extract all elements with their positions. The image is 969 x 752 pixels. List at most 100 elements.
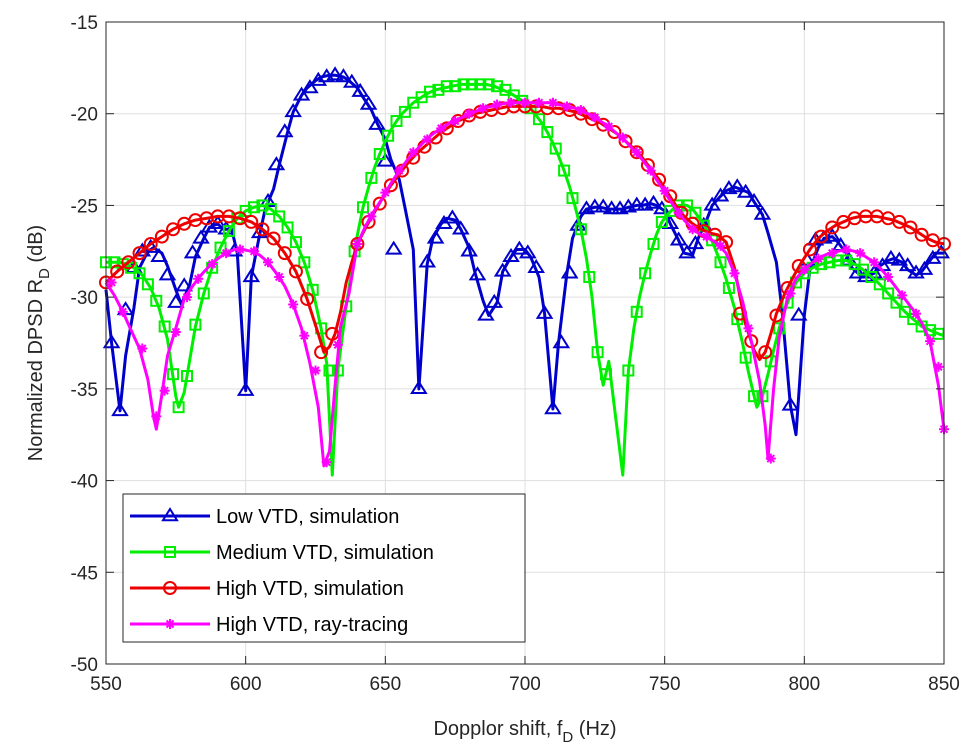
triangle-marker: [594, 198, 613, 213]
asterisk-stroke: [660, 186, 669, 195]
asterisk-stroke: [814, 254, 823, 263]
asterisk-marker: [137, 343, 148, 354]
asterisk-marker: [492, 99, 503, 110]
square-marker: [898, 305, 911, 318]
asterisk-stroke: [193, 274, 203, 284]
triangle-marker: [192, 229, 210, 244]
asterisk-stroke: [911, 309, 921, 318]
legend-entry: High VTD, simulation: [130, 578, 404, 600]
asterisk-stroke: [118, 307, 127, 317]
square-marker: [856, 263, 869, 276]
triangle-marker: [359, 95, 378, 110]
square-marker: [840, 254, 853, 267]
asterisk-marker: [765, 453, 776, 464]
square-marker: [449, 80, 462, 93]
asterisk-marker: [701, 231, 712, 242]
triangle-marker: [267, 156, 286, 171]
legend-items: Low VTD, simulation Medium VTD, simulatio…: [130, 506, 434, 636]
square-marker: [890, 296, 903, 309]
asterisk-marker: [785, 288, 796, 299]
square-marker: [214, 241, 227, 254]
triangle-marker: [789, 306, 808, 321]
circle-marker: [163, 581, 177, 595]
square-marker: [474, 78, 487, 91]
asterisk-marker: [450, 116, 461, 127]
asterisk-stroke: [632, 148, 641, 157]
asterisk-marker: [533, 97, 544, 108]
asterisk-stroke: [182, 292, 192, 302]
asterisk-marker: [575, 105, 586, 116]
asterisk-marker: [159, 385, 170, 396]
asterisk-marker: [687, 224, 698, 235]
triangle-marker: [175, 277, 194, 292]
square-marker: [172, 401, 185, 414]
asterisk-marker: [310, 365, 321, 376]
circle-marker: [892, 214, 907, 229]
triangle-marker: [242, 268, 261, 283]
triangle-marker: [418, 253, 437, 268]
square-marker: [583, 270, 596, 283]
circle-marker: [121, 255, 136, 270]
asterisk-marker: [221, 248, 232, 259]
circle-marker: [802, 242, 817, 257]
triangle-marker: [111, 401, 129, 417]
asterisk-marker: [422, 134, 433, 145]
asterisk-stroke: [160, 386, 169, 395]
asterisk-marker: [925, 336, 936, 347]
circle-marker: [266, 231, 281, 246]
asterisk-stroke: [322, 458, 331, 467]
asterisk-marker: [288, 299, 299, 310]
asterisk-stroke: [367, 212, 376, 221]
asterisk-stroke: [436, 124, 446, 133]
triangle-marker: [544, 400, 562, 415]
asterisk-stroke: [311, 366, 320, 375]
y-tick-label: -50: [71, 655, 98, 676]
circle-marker: [383, 178, 398, 193]
asterisk-stroke: [171, 327, 181, 337]
asterisk-marker: [617, 132, 628, 143]
asterisk-stroke: [716, 241, 725, 250]
asterisk-stroke: [207, 259, 217, 269]
y-tick-label: -20: [71, 105, 98, 126]
circle-marker: [903, 220, 918, 235]
circle-marker: [300, 291, 315, 306]
asterisk-stroke: [766, 454, 776, 463]
asterisk-stroke: [883, 272, 893, 282]
x-axis-label: Dopplor shift, fD (Hz): [433, 718, 616, 746]
triangle-marker: [351, 82, 369, 97]
legend-box: [122, 493, 526, 643]
x-tick-label: 650: [369, 674, 401, 695]
triangle-marker: [602, 200, 621, 215]
asterisk-marker: [883, 271, 894, 282]
square-marker: [574, 223, 587, 236]
asterisk-marker: [394, 165, 405, 176]
asterisk-marker: [332, 339, 343, 350]
asterisk-marker: [645, 165, 656, 176]
asterisk-marker: [715, 240, 726, 251]
asterisk-marker: [897, 290, 908, 301]
x-tick-label: 850: [928, 674, 960, 695]
asterisk-marker: [436, 123, 447, 134]
series-layer: [99, 66, 951, 477]
square-marker: [273, 210, 286, 223]
asterisk-marker: [743, 323, 754, 334]
square-marker: [465, 78, 478, 91]
triangle-marker: [493, 262, 512, 277]
asterisk-marker: [869, 257, 880, 268]
square-marker: [440, 80, 453, 93]
square-marker: [222, 225, 235, 238]
triangle-marker: [368, 115, 386, 130]
triangle-marker: [158, 266, 177, 281]
circle-marker: [758, 345, 773, 360]
asterisk-stroke: [274, 272, 284, 282]
square-marker: [133, 267, 146, 280]
asterisk-stroke: [409, 148, 418, 157]
legend-label: High VTD, simulation: [216, 578, 404, 600]
asterisk-stroke: [138, 344, 147, 353]
triangle-marker: [468, 266, 487, 281]
triangle-marker: [183, 244, 202, 259]
triangle-marker: [518, 244, 537, 259]
triangle-marker: [932, 244, 951, 259]
asterisk-stroke: [506, 98, 516, 107]
